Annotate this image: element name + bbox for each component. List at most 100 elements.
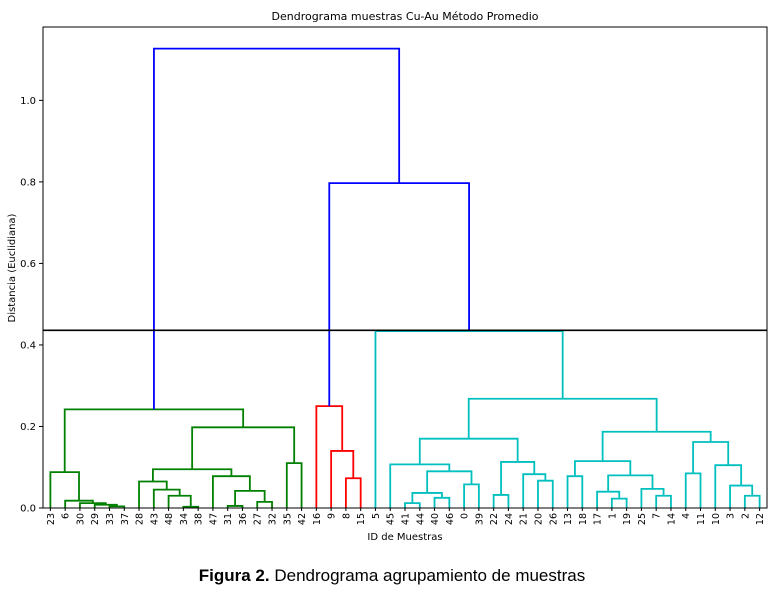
leaf-label: 48 — [164, 513, 175, 525]
leaf-label: 32 — [268, 513, 279, 525]
leaf-label: 11 — [696, 513, 707, 525]
dendrogram-link — [315, 405, 344, 508]
axes-frame — [42, 26, 768, 509]
leaf-label: 35 — [282, 513, 293, 525]
leaf-label: 16 — [312, 513, 323, 525]
leaf-label: 31 — [223, 513, 234, 525]
leaf-label: 43 — [149, 513, 160, 525]
dendrogram-link — [93, 503, 118, 508]
dendrogram-link — [426, 470, 473, 493]
y-tick-label: 0.4 — [20, 340, 36, 351]
y-tick-label: 1.0 — [20, 96, 36, 107]
dendrogram-link — [226, 505, 244, 508]
dendrogram-link — [374, 330, 564, 508]
dendrogram-link — [389, 463, 451, 508]
y-tick-label: 0.6 — [20, 259, 36, 270]
leaf-label: 29 — [90, 513, 101, 525]
leaf-label: 45 — [386, 513, 397, 525]
caption-text: Dendrograma agrupamiento de muestras — [269, 566, 586, 585]
leaf-label: 3 — [726, 513, 737, 519]
ticks-group: 23 6 30 29 33 37 28 43 48 34 38 47 31 36 27 32 35 42 16 9 8 1… — [20, 96, 766, 525]
dendrogram-link — [330, 450, 355, 508]
dendrogram-link — [492, 494, 510, 508]
leaf-label: 39 — [474, 513, 485, 525]
dendrogram-link — [138, 480, 168, 508]
x-axis-label: ID de Muestras — [367, 532, 442, 543]
dendrogram-link — [714, 464, 743, 508]
dendrogram-link — [500, 461, 536, 495]
y-tick-label: 0.8 — [20, 177, 36, 188]
leaf-label: 25 — [637, 513, 648, 525]
leaf-label: 1 — [607, 513, 618, 519]
leaf-label: 22 — [489, 513, 500, 525]
dendrogram-link — [153, 47, 401, 410]
dendrogram-link — [607, 474, 654, 492]
leaf-label: 18 — [578, 513, 589, 525]
dendrogram-link — [537, 479, 554, 508]
leaf-label: 5 — [371, 513, 382, 519]
dendrogram-link — [743, 494, 761, 508]
dendrogram-link — [574, 460, 632, 477]
leaf-label: 0 — [460, 513, 471, 519]
leaf-label: 20 — [533, 513, 544, 525]
dendrogram-link — [655, 494, 672, 508]
chart-title: Dendrograma muestras Cu-Au Método Promed… — [272, 10, 539, 23]
dendrogram-link — [640, 487, 665, 508]
leaf-label: 28 — [135, 513, 146, 525]
leaf-label: 38 — [194, 513, 205, 525]
dendrogram-link — [234, 489, 266, 506]
leaf-label: 19 — [622, 513, 633, 525]
leaf-label: 4 — [681, 513, 692, 519]
leaf-label: 21 — [519, 513, 530, 525]
dendrogram-link — [463, 483, 480, 508]
leaf-label: 47 — [208, 513, 219, 525]
leaf-label: 37 — [120, 513, 131, 525]
dendrogram-link — [49, 471, 80, 508]
dendrogram-link — [601, 430, 712, 462]
dendrogram-link — [212, 475, 251, 508]
leaf-label: 14 — [666, 513, 677, 525]
leaf-label: 10 — [711, 513, 722, 525]
dendrogram-link — [191, 426, 296, 470]
leaf-label: 46 — [445, 513, 456, 525]
leaf-label: 26 — [548, 513, 559, 525]
dendrogram-link — [522, 473, 547, 508]
dendrogram-link — [566, 475, 584, 508]
dendrogram-link — [411, 492, 443, 504]
leaf-label: 6 — [61, 513, 72, 519]
leaf-label: 15 — [356, 513, 367, 525]
leaf-label: 2 — [740, 513, 751, 519]
dendrogram-link — [344, 477, 362, 508]
y-tick-label: 0.2 — [20, 422, 36, 433]
leaf-label: 9 — [327, 513, 338, 519]
dendrogram-link — [467, 397, 658, 439]
dendrogram-link — [256, 500, 273, 508]
leaf-label: 44 — [415, 513, 426, 525]
leaf-label: 13 — [563, 513, 574, 525]
leaf-label: 23 — [46, 513, 57, 525]
leaf-label: 12 — [755, 513, 766, 525]
dendrogram-link — [610, 497, 628, 508]
leaf-label: 7 — [652, 513, 663, 519]
dendrogram-link — [596, 490, 621, 508]
leaf-label: 42 — [297, 513, 308, 525]
caption-label: Figura 2. — [198, 566, 270, 585]
dendrogram-link — [433, 496, 451, 508]
dendrogram-link — [404, 502, 421, 508]
dendrogram-link — [692, 441, 730, 474]
dendrogram-link — [63, 408, 245, 473]
figure-caption: Figura 2. Dendrograma agrupamiento de mu… — [0, 566, 784, 586]
dendrogram-link — [418, 437, 519, 465]
leaf-label: 27 — [253, 513, 264, 525]
dendrogram-link — [108, 505, 126, 508]
leaf-label: 34 — [179, 513, 190, 525]
leaf-label: 8 — [341, 513, 352, 519]
leaf-label: 24 — [504, 513, 515, 525]
y-tick-label: 0.0 — [20, 504, 36, 515]
dendrogram-link — [64, 499, 94, 508]
y-axis-label: Distancia (Euclidiana) — [7, 213, 18, 322]
leaf-label: 33 — [105, 513, 116, 525]
dendrogram-link — [729, 484, 754, 508]
links-group — [43, 47, 767, 508]
